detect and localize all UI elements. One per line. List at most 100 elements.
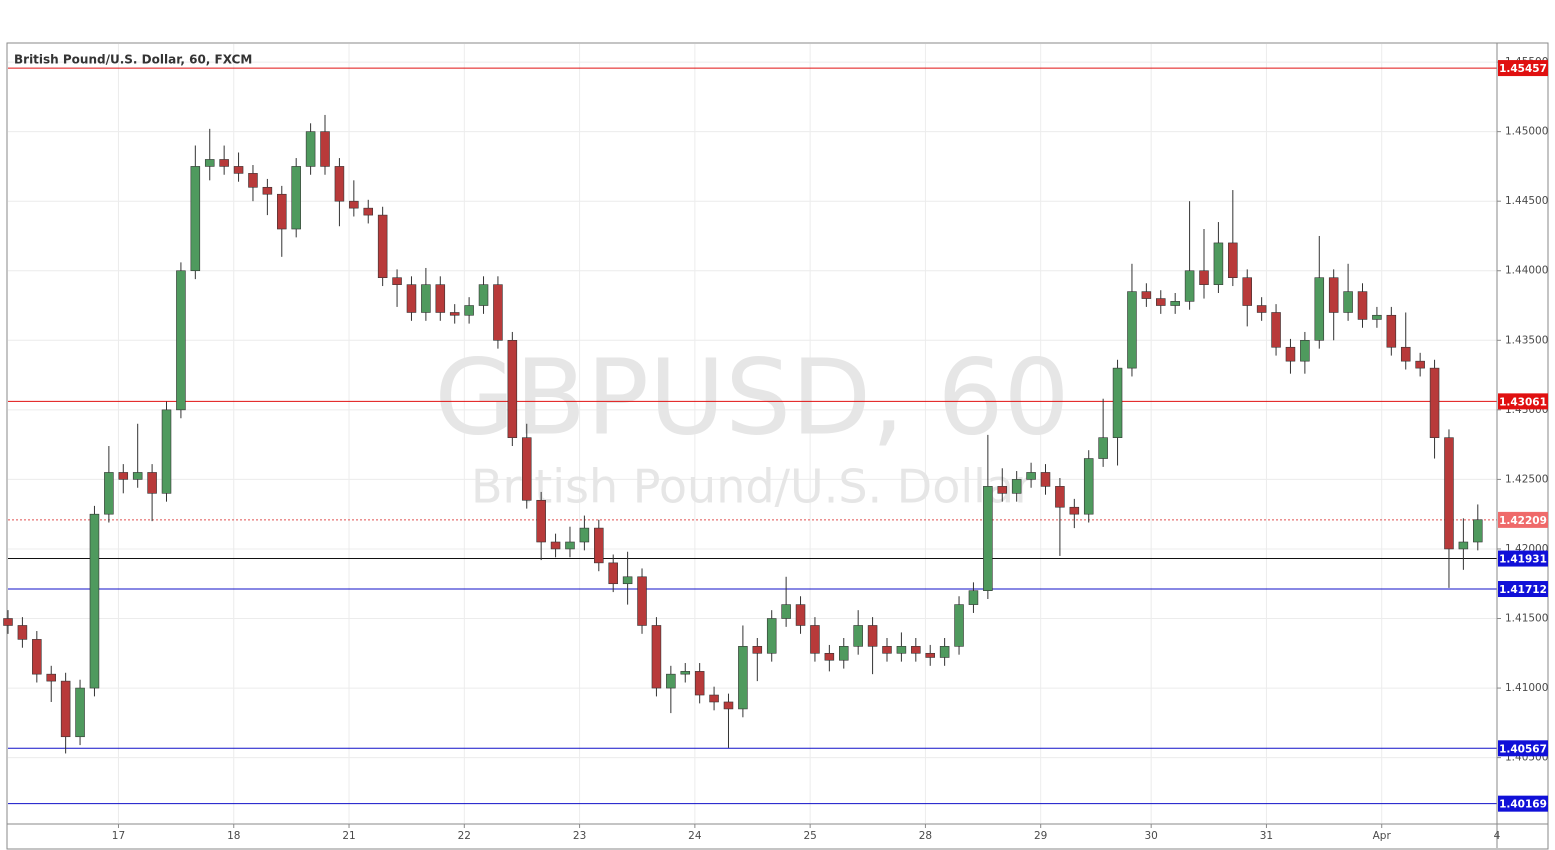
candle-body (118, 472, 129, 480)
candle-body (248, 173, 258, 188)
candle-body (1127, 291, 1137, 369)
candle-body (752, 646, 763, 654)
candle-body (738, 646, 748, 710)
levels (8, 67, 1497, 805)
y-tick-label: 1.45000 (1505, 126, 1548, 138)
candle-body (204, 159, 215, 167)
x-tick-label: 22 (458, 830, 471, 842)
candle-body (810, 625, 820, 654)
candle-body (478, 284, 489, 306)
candle-body (132, 472, 143, 480)
candle-body (1256, 305, 1267, 313)
x-tick-label: 29 (1034, 830, 1047, 842)
candle-body (781, 604, 791, 619)
candle-body (939, 646, 950, 658)
x-tick-label: 21 (342, 830, 355, 842)
candle-body (1083, 458, 1094, 515)
candle-body (1040, 472, 1051, 487)
grid (8, 44, 1497, 823)
candle-body (32, 639, 42, 675)
candle-body (1328, 277, 1339, 313)
candle-body (954, 604, 964, 647)
candle-body (1170, 301, 1180, 306)
candle-body (363, 207, 374, 216)
candle-body (507, 339, 518, 438)
candle-body (1285, 346, 1296, 362)
y-tick-label: 1.41000 (1505, 682, 1548, 694)
x-tick-label: 30 (1144, 830, 1157, 842)
candle-body (1357, 291, 1368, 320)
candle-body (853, 625, 863, 647)
x-tick-label: 28 (919, 830, 932, 842)
candle-body (1271, 312, 1281, 348)
candle-body (219, 159, 229, 167)
candle-body (291, 166, 301, 230)
candle-body (190, 166, 201, 272)
candle-body (89, 513, 100, 689)
x-tick-label: 24 (688, 830, 702, 842)
candle-body (349, 200, 359, 209)
candle-body (882, 646, 892, 654)
candle-body (1429, 367, 1440, 438)
candle-body (377, 214, 388, 279)
y-tick-label: 1.44000 (1505, 265, 1548, 277)
candle-body (277, 193, 287, 230)
candle-body (1372, 314, 1382, 320)
level-label: 1.40567 (1499, 743, 1547, 755)
chart-title: British Pound/U.S. Dollar, 60, FXCM (14, 53, 252, 67)
candle-body (1314, 277, 1325, 341)
candle-body (320, 131, 330, 167)
candle-body (1228, 242, 1238, 279)
y-tick-label: 1.44500 (1505, 195, 1548, 207)
x-tick-label: 31 (1260, 830, 1273, 842)
level-box (1498, 795, 1548, 812)
candle-body (464, 305, 474, 316)
y-tick-label: 1.42500 (1505, 473, 1548, 485)
candle-body (1473, 519, 1483, 543)
level-label: 1.40169 (1499, 799, 1547, 811)
level-box (1498, 393, 1548, 410)
watermark: GBPUSD, 60 (434, 336, 1069, 458)
candle-body (406, 284, 417, 313)
candle-body (1055, 486, 1065, 508)
candle-body (579, 527, 590, 543)
level-label: 1.45457 (1499, 63, 1547, 75)
candle-body (1141, 291, 1152, 299)
level-box (1498, 60, 1548, 77)
y-tick-label: 1.43500 (1505, 334, 1548, 346)
level-label: 1.41712 (1499, 584, 1547, 596)
candle-body (176, 270, 186, 411)
level-box (1498, 740, 1548, 757)
candle-body (1026, 472, 1036, 480)
candle-body (608, 562, 618, 585)
candle-body (334, 166, 345, 202)
candle-body (997, 486, 1008, 494)
candle-body (233, 166, 244, 174)
candle-body (709, 694, 719, 703)
level-box (1498, 511, 1548, 528)
candle-body (1156, 298, 1166, 306)
candle-body (766, 618, 777, 654)
candle-body (75, 687, 85, 738)
candle-body (1444, 437, 1454, 550)
candle-body (838, 646, 849, 661)
level-box (1498, 581, 1548, 598)
level-label: 1.43061 (1499, 396, 1547, 408)
candle-body (694, 671, 705, 696)
candle-body (46, 673, 56, 682)
candle-body (1213, 242, 1224, 285)
candle-body (565, 541, 575, 550)
candle-body (1098, 437, 1108, 459)
candle-body (680, 671, 691, 675)
candle-body (536, 499, 546, 543)
candle-body (521, 437, 532, 501)
x-tick-label: 18 (227, 830, 240, 842)
candle-body (867, 625, 878, 647)
candle-body (147, 472, 157, 494)
candle-body (723, 701, 734, 710)
x-tick-label: Apr (1373, 830, 1392, 842)
candles (3, 114, 1483, 754)
axes: 1.405001.410001.415001.420001.425001.430… (112, 56, 1549, 842)
x-tick-label: 23 (573, 830, 586, 842)
candle-body (1400, 346, 1411, 362)
